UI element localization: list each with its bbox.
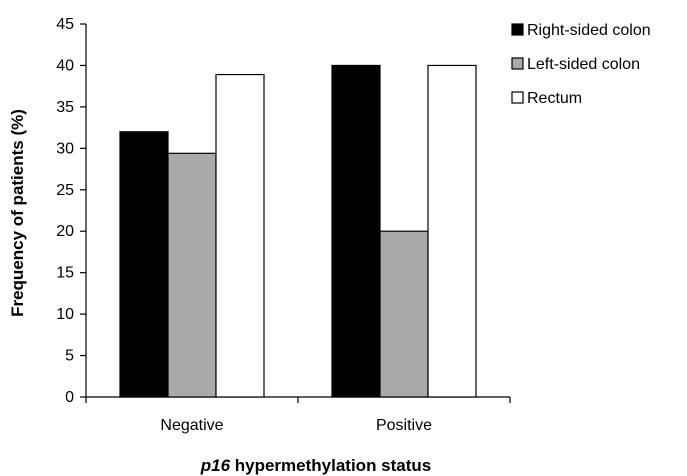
y-tick-label: 5 (65, 348, 74, 365)
bar (427, 64, 477, 398)
y-tick-label: 20 (56, 223, 74, 240)
x-tick-label: Negative (160, 417, 223, 434)
x-tick-label: Positive (376, 417, 432, 434)
y-tick-label: 45 (56, 16, 74, 33)
bar (167, 152, 217, 398)
bar (119, 131, 169, 398)
y-tick-label: 10 (56, 306, 74, 323)
x-axis-title: p16 hypermethylation status (200, 456, 432, 475)
x-axis-title-rest: hypermethylation status (230, 456, 431, 475)
legend-swatch (511, 91, 524, 104)
y-tick-label: 35 (56, 99, 74, 116)
y-tick-label: 30 (56, 140, 74, 157)
bar (215, 73, 265, 398)
y-axis-title: Frequency of patients (%) (8, 109, 27, 317)
y-tick-label: 40 (56, 57, 74, 74)
legend-swatch (511, 57, 524, 70)
x-axis: Negative Positive (85, 396, 511, 434)
bars (119, 64, 477, 398)
legend: Right-sided colon Left-sided colon Rectum (511, 22, 651, 107)
legend-swatch (511, 23, 524, 36)
bar (331, 64, 381, 398)
legend-label: Rectum (527, 90, 582, 107)
legend-label: Right-sided colon (527, 22, 651, 39)
legend-label: Left-sided colon (527, 56, 640, 73)
y-tick-label: 0 (65, 389, 74, 406)
y-tick-label: 15 (56, 265, 74, 282)
bar (379, 230, 429, 398)
x-axis-title-italic: p16 (200, 456, 231, 475)
y-tick-label: 25 (56, 182, 74, 199)
y-axis: 0 5 10 15 20 25 30 35 40 45 (56, 16, 87, 406)
